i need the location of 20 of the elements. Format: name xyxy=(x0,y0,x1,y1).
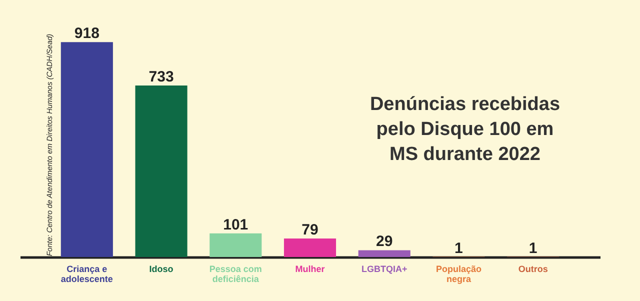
bar xyxy=(210,233,262,257)
data-label: 101 xyxy=(223,216,248,234)
x-tick-label: Pessoa com deficiência xyxy=(209,264,262,284)
bar xyxy=(60,42,113,257)
text: Denúncias recebidas pelo Disque 100 em MS durante 2022 xyxy=(370,94,560,165)
data-label: 1 xyxy=(528,240,538,257)
data-label: 79 xyxy=(302,222,318,239)
x-tick-label: População negra xyxy=(436,264,482,284)
bar xyxy=(135,85,188,257)
x-tick-label: Idoso xyxy=(149,264,174,274)
x-tick-label: Mulher xyxy=(295,264,326,274)
data-label: 1 xyxy=(454,240,463,257)
x-tick-label: Criança e adolescente xyxy=(60,264,113,284)
bar xyxy=(358,250,410,257)
data-label: 29 xyxy=(376,233,393,250)
data-label: 918 xyxy=(74,25,100,42)
x-tick-label: LGBTQIA+ xyxy=(361,264,408,274)
data-label: 733 xyxy=(148,68,174,86)
bar xyxy=(284,238,336,257)
x-tick-label: Outros xyxy=(518,264,548,274)
